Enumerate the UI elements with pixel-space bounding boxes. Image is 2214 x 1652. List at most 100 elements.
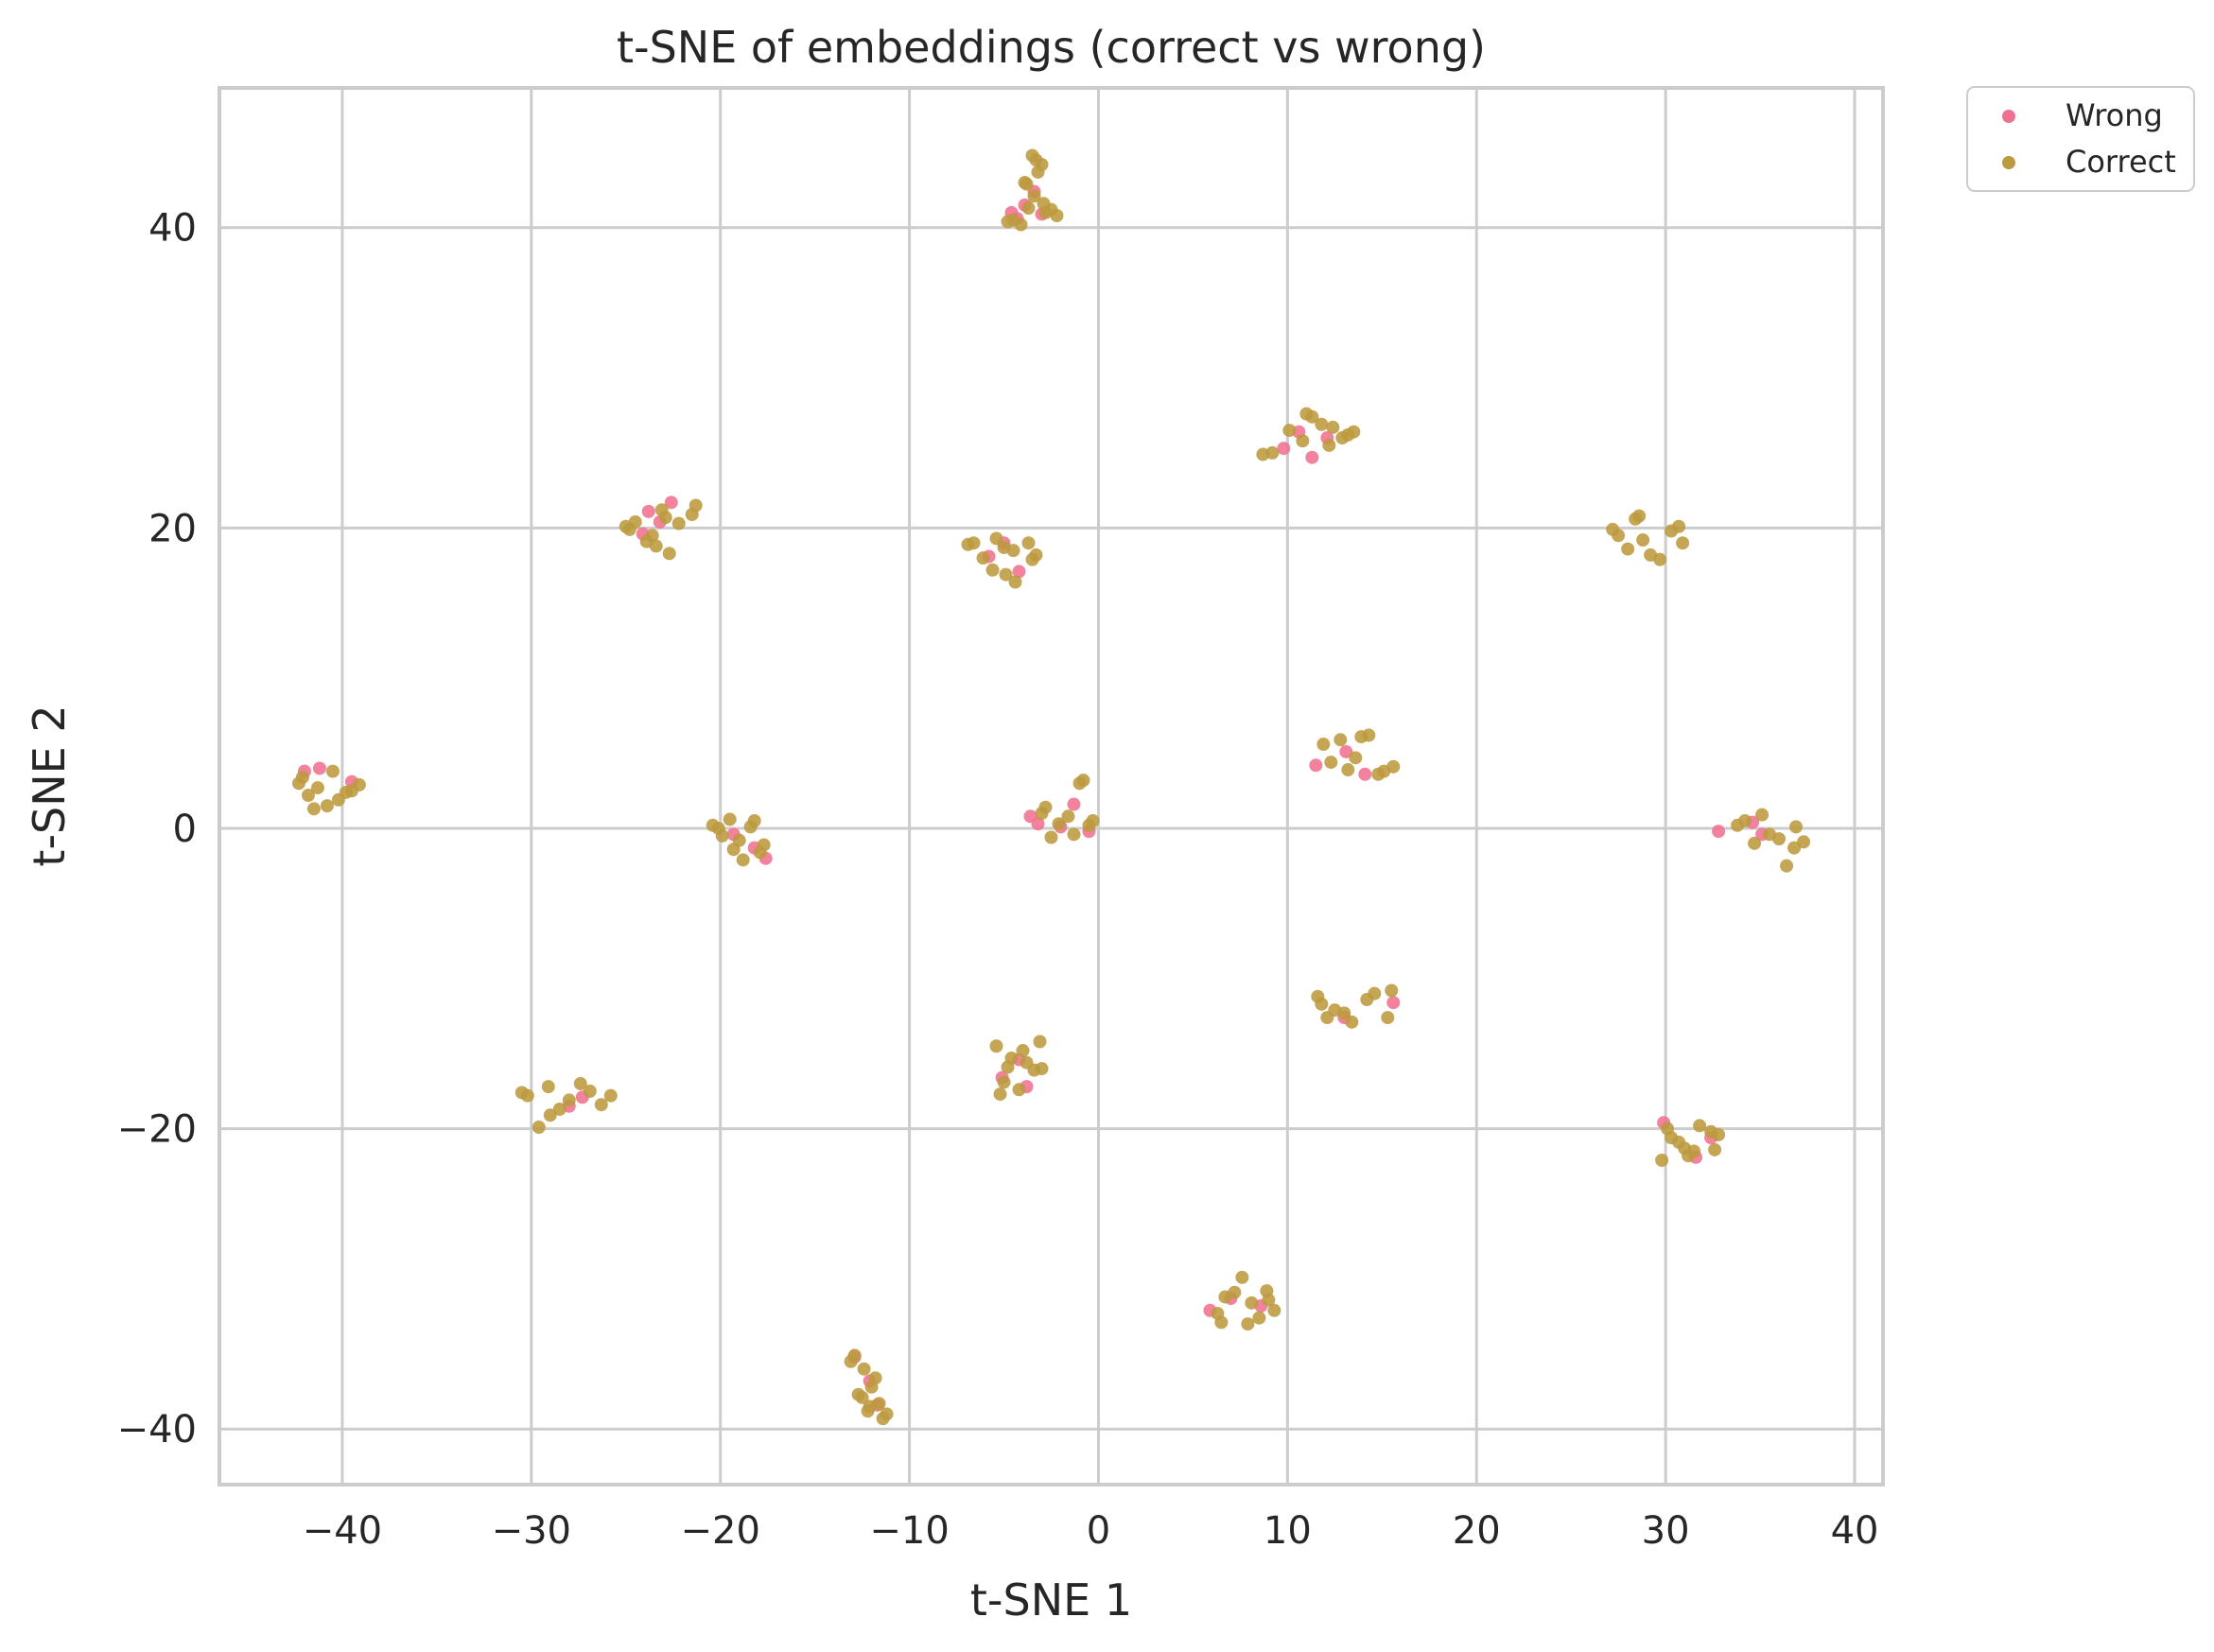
correct-point (1029, 153, 1043, 167)
correct-point (514, 1086, 529, 1100)
wrong-point (1277, 442, 1291, 456)
correct-point (1027, 189, 1041, 203)
correct-point (1653, 552, 1667, 566)
correct-point (989, 531, 1003, 546)
correct-point (1001, 1060, 1015, 1074)
correct-point (976, 551, 990, 565)
grid (219, 88, 1883, 1485)
correct-point (863, 1400, 877, 1414)
y-axis-label: t-SNE 2 (24, 704, 75, 866)
correct-point (658, 511, 672, 525)
correct-point (320, 799, 334, 813)
correct-point (1385, 983, 1399, 998)
wrong-point (1309, 758, 1323, 773)
correct-point (1241, 1317, 1255, 1331)
correct-point (857, 1362, 871, 1376)
correct-point (1337, 1006, 1351, 1020)
correct-point (543, 1108, 557, 1122)
correct-point (645, 529, 659, 543)
correct-point (1320, 1011, 1334, 1025)
correct-point (291, 776, 305, 791)
plot-frame (218, 86, 1885, 1487)
correct-point (1086, 814, 1100, 828)
correct-point (715, 828, 729, 843)
correct-point (310, 781, 324, 795)
correct-point (1262, 1293, 1276, 1307)
correct-point (344, 784, 358, 798)
correct-point (723, 812, 737, 826)
correct-point (1038, 800, 1053, 814)
correct-point (1256, 447, 1270, 461)
correct-point (1021, 536, 1036, 550)
correct-point (1665, 1131, 1679, 1145)
wrong-point (664, 496, 678, 510)
correct-point (331, 792, 345, 807)
correct-point (603, 1088, 618, 1103)
correct-point (736, 853, 750, 867)
correct-point (1252, 1311, 1266, 1325)
correct-point (1296, 434, 1310, 448)
correct-point (583, 1084, 597, 1098)
correct-point (1368, 986, 1382, 1000)
correct-point (1018, 176, 1032, 190)
correct-point (594, 1098, 608, 1112)
correct-point (989, 1039, 1003, 1053)
correct-point (552, 1102, 567, 1116)
correct-point (753, 845, 767, 860)
correct-point (1755, 808, 1769, 822)
correct-point (1061, 809, 1075, 824)
x-tick-label: −10 (869, 1509, 949, 1553)
correct-point (1326, 420, 1340, 434)
correct-point (1354, 730, 1368, 744)
correct-point (325, 764, 340, 778)
legend: Wrong Correct (1966, 86, 2195, 192)
x-tick-label: −40 (303, 1509, 382, 1553)
correct-point (685, 508, 699, 522)
wrong-point (1358, 767, 1372, 781)
correct-point (671, 516, 686, 530)
correct-point (1044, 830, 1058, 844)
correct-point (1672, 519, 1686, 533)
legend-label-wrong: Wrong (2066, 97, 2163, 133)
correct-point (1682, 1149, 1696, 1163)
correct-point (1029, 548, 1043, 562)
wrong-point (1031, 817, 1045, 831)
wrong-point (1712, 825, 1726, 839)
correct-point (1282, 424, 1297, 438)
legend-label-correct: Correct (2066, 144, 2176, 180)
correct-point (1322, 438, 1336, 452)
x-tick-label: 20 (1453, 1509, 1501, 1553)
correct-point (1316, 738, 1331, 752)
correct-point (985, 563, 1000, 577)
correct-point (649, 539, 663, 553)
correct-point (868, 1371, 882, 1385)
correct-point (1050, 208, 1064, 222)
wrong-point (312, 761, 326, 775)
chart-title: t-SNE of embeddings (correct vs wrong) (617, 22, 1486, 73)
correct-point (1748, 836, 1762, 850)
correct-point (1214, 1315, 1229, 1330)
x-tick-label: 30 (1642, 1509, 1690, 1553)
correct-point (1381, 1011, 1395, 1025)
correct-point (1315, 417, 1329, 431)
correct-point (1245, 1296, 1259, 1310)
correct-point (1676, 536, 1690, 550)
correct-point (662, 547, 676, 561)
correct-point (1235, 1270, 1249, 1284)
correct-point (562, 1093, 576, 1107)
correct-point (1016, 1044, 1030, 1058)
wrong-point (641, 504, 655, 518)
correct-point (573, 1076, 587, 1090)
correct-point (1341, 763, 1355, 777)
data-points (291, 148, 1811, 1426)
x-tick-label: −20 (680, 1509, 759, 1553)
correct-point (1324, 756, 1338, 770)
correct-point (1780, 859, 1794, 873)
y-tick-label: 20 (148, 507, 197, 550)
correct-point (1021, 201, 1036, 216)
x-tick-label: −30 (492, 1509, 571, 1553)
correct-point (532, 1121, 546, 1135)
correct-point (1347, 425, 1361, 439)
